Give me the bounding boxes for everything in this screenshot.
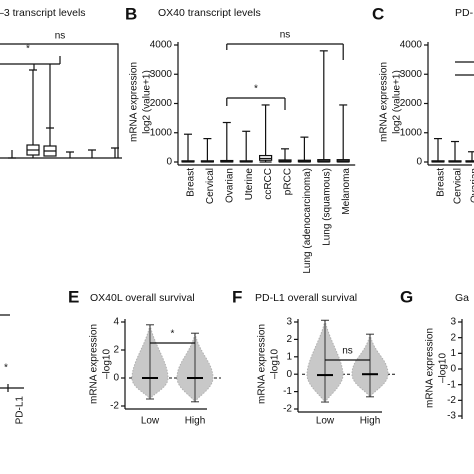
x-tick-label: Breast (436, 168, 447, 197)
panel-letter: C (372, 4, 384, 23)
x-tick-label: ccRCC (263, 168, 274, 200)
y-tick-label: 2000 (400, 98, 423, 109)
y-tick-label: 4000 (150, 40, 173, 51)
y-tick-label: 0 (450, 364, 456, 375)
bracket (0, 43, 119, 158)
annotation: ns (55, 31, 66, 42)
y-tick-label: 0 (286, 369, 292, 380)
y-tick-label: -2 (283, 404, 292, 415)
annotation: * (4, 363, 8, 374)
x-tick-label: Low (316, 416, 335, 427)
line (0, 314, 24, 392)
x-tick-label: pRCC (283, 168, 294, 195)
y-tick-label: -2 (447, 395, 456, 406)
y-axis-label: log2 (value+1) (392, 70, 403, 134)
comparison-label: ns (342, 346, 353, 357)
chart-title: OX40 transcript levels (158, 7, 261, 19)
y-tick-label: -1 (447, 379, 456, 390)
y-tick-label: 3000 (150, 69, 173, 80)
y-tick-label: 1 (450, 348, 456, 359)
y-tick-label: 0 (416, 157, 422, 168)
x-tick-label: Cervical (453, 168, 464, 204)
y-axis-label: mRNA expression (379, 62, 390, 142)
x-tick-label: Cervical (205, 168, 216, 204)
y-tick-label: 4000 (400, 40, 423, 51)
y-tick-label: -2 (110, 401, 119, 412)
panel-a: –3 transcript levels * ns (0, 7, 122, 159)
panel-letter: E (68, 287, 79, 306)
chart-title: –3 transcript levels (0, 7, 86, 19)
bracket (455, 61, 474, 76)
panel-letter: G (400, 287, 413, 306)
y-axis-label: log2 (value+1) (142, 70, 153, 134)
chart-title: Ga (455, 292, 469, 304)
y-axis-label: mRNA expression (425, 328, 436, 408)
comparison-label: ns (280, 30, 291, 41)
comparison-bracket (226, 97, 286, 110)
y-tick-label: 2 (113, 345, 119, 356)
y-axis-label: mRNA expression (257, 324, 268, 404)
x-tick-label: PD-L1 (15, 396, 26, 425)
panel-letter: B (125, 4, 137, 23)
y-axis-label: mRNA expression (129, 62, 140, 142)
x-tick-label: High (360, 416, 381, 427)
y-tick-label: 4 (113, 317, 119, 328)
y-tick-label: 3 (286, 317, 292, 328)
y-tick-label: 0 (166, 157, 172, 168)
y-tick-label: 1 (286, 351, 292, 362)
y-tick-label: 2000 (150, 98, 173, 109)
x-tick-label: Melanoma (341, 168, 352, 215)
y-axis-label: –log10 (102, 349, 113, 379)
comparison-bracket (226, 43, 344, 60)
chart-title: PD-L1 overall survival (255, 292, 357, 304)
y-tick-label: 1000 (400, 127, 423, 138)
x-tick-label: Low (141, 416, 160, 427)
whisker (0, 147, 122, 159)
chart-title: OX40L overall survival (90, 292, 195, 304)
whisker (8, 150, 16, 159)
x-tick-label: Lung (adenocarcinoma) (302, 168, 313, 274)
comparison-label: * (171, 329, 175, 340)
x-tick-label: Ovarian (224, 168, 235, 203)
y-tick-label: 3000 (400, 69, 423, 80)
x-tick-label: Uterine (244, 168, 255, 201)
y-tick-label: 0 (113, 373, 119, 384)
y-tick-label: 1000 (150, 127, 173, 138)
y-tick-label: 2 (450, 332, 456, 343)
y-tick-label: 2 (286, 334, 292, 345)
y-tick-label: -3 (447, 411, 456, 422)
bracket (0, 56, 61, 128)
x-tick-label: Lung (squamous) (321, 168, 332, 246)
x-tick-label: High (185, 416, 206, 427)
y-tick-label: -1 (283, 386, 292, 397)
chart-title: PD- (455, 7, 474, 19)
y-tick-label: 3 (450, 317, 456, 328)
whisker (44, 127, 56, 152)
x-tick-label: Breast (186, 168, 197, 197)
panel-letter: F (232, 287, 242, 306)
annotation: * (26, 44, 30, 55)
x-tick-label: Ovarian (470, 168, 474, 203)
comparison-label: * (254, 84, 258, 95)
y-axis-label: mRNA expression (89, 324, 100, 404)
y-axis-label: –log10 (438, 353, 449, 383)
panel-d: * PD-L1 (0, 314, 26, 425)
y-axis-label: –log10 (270, 349, 281, 379)
